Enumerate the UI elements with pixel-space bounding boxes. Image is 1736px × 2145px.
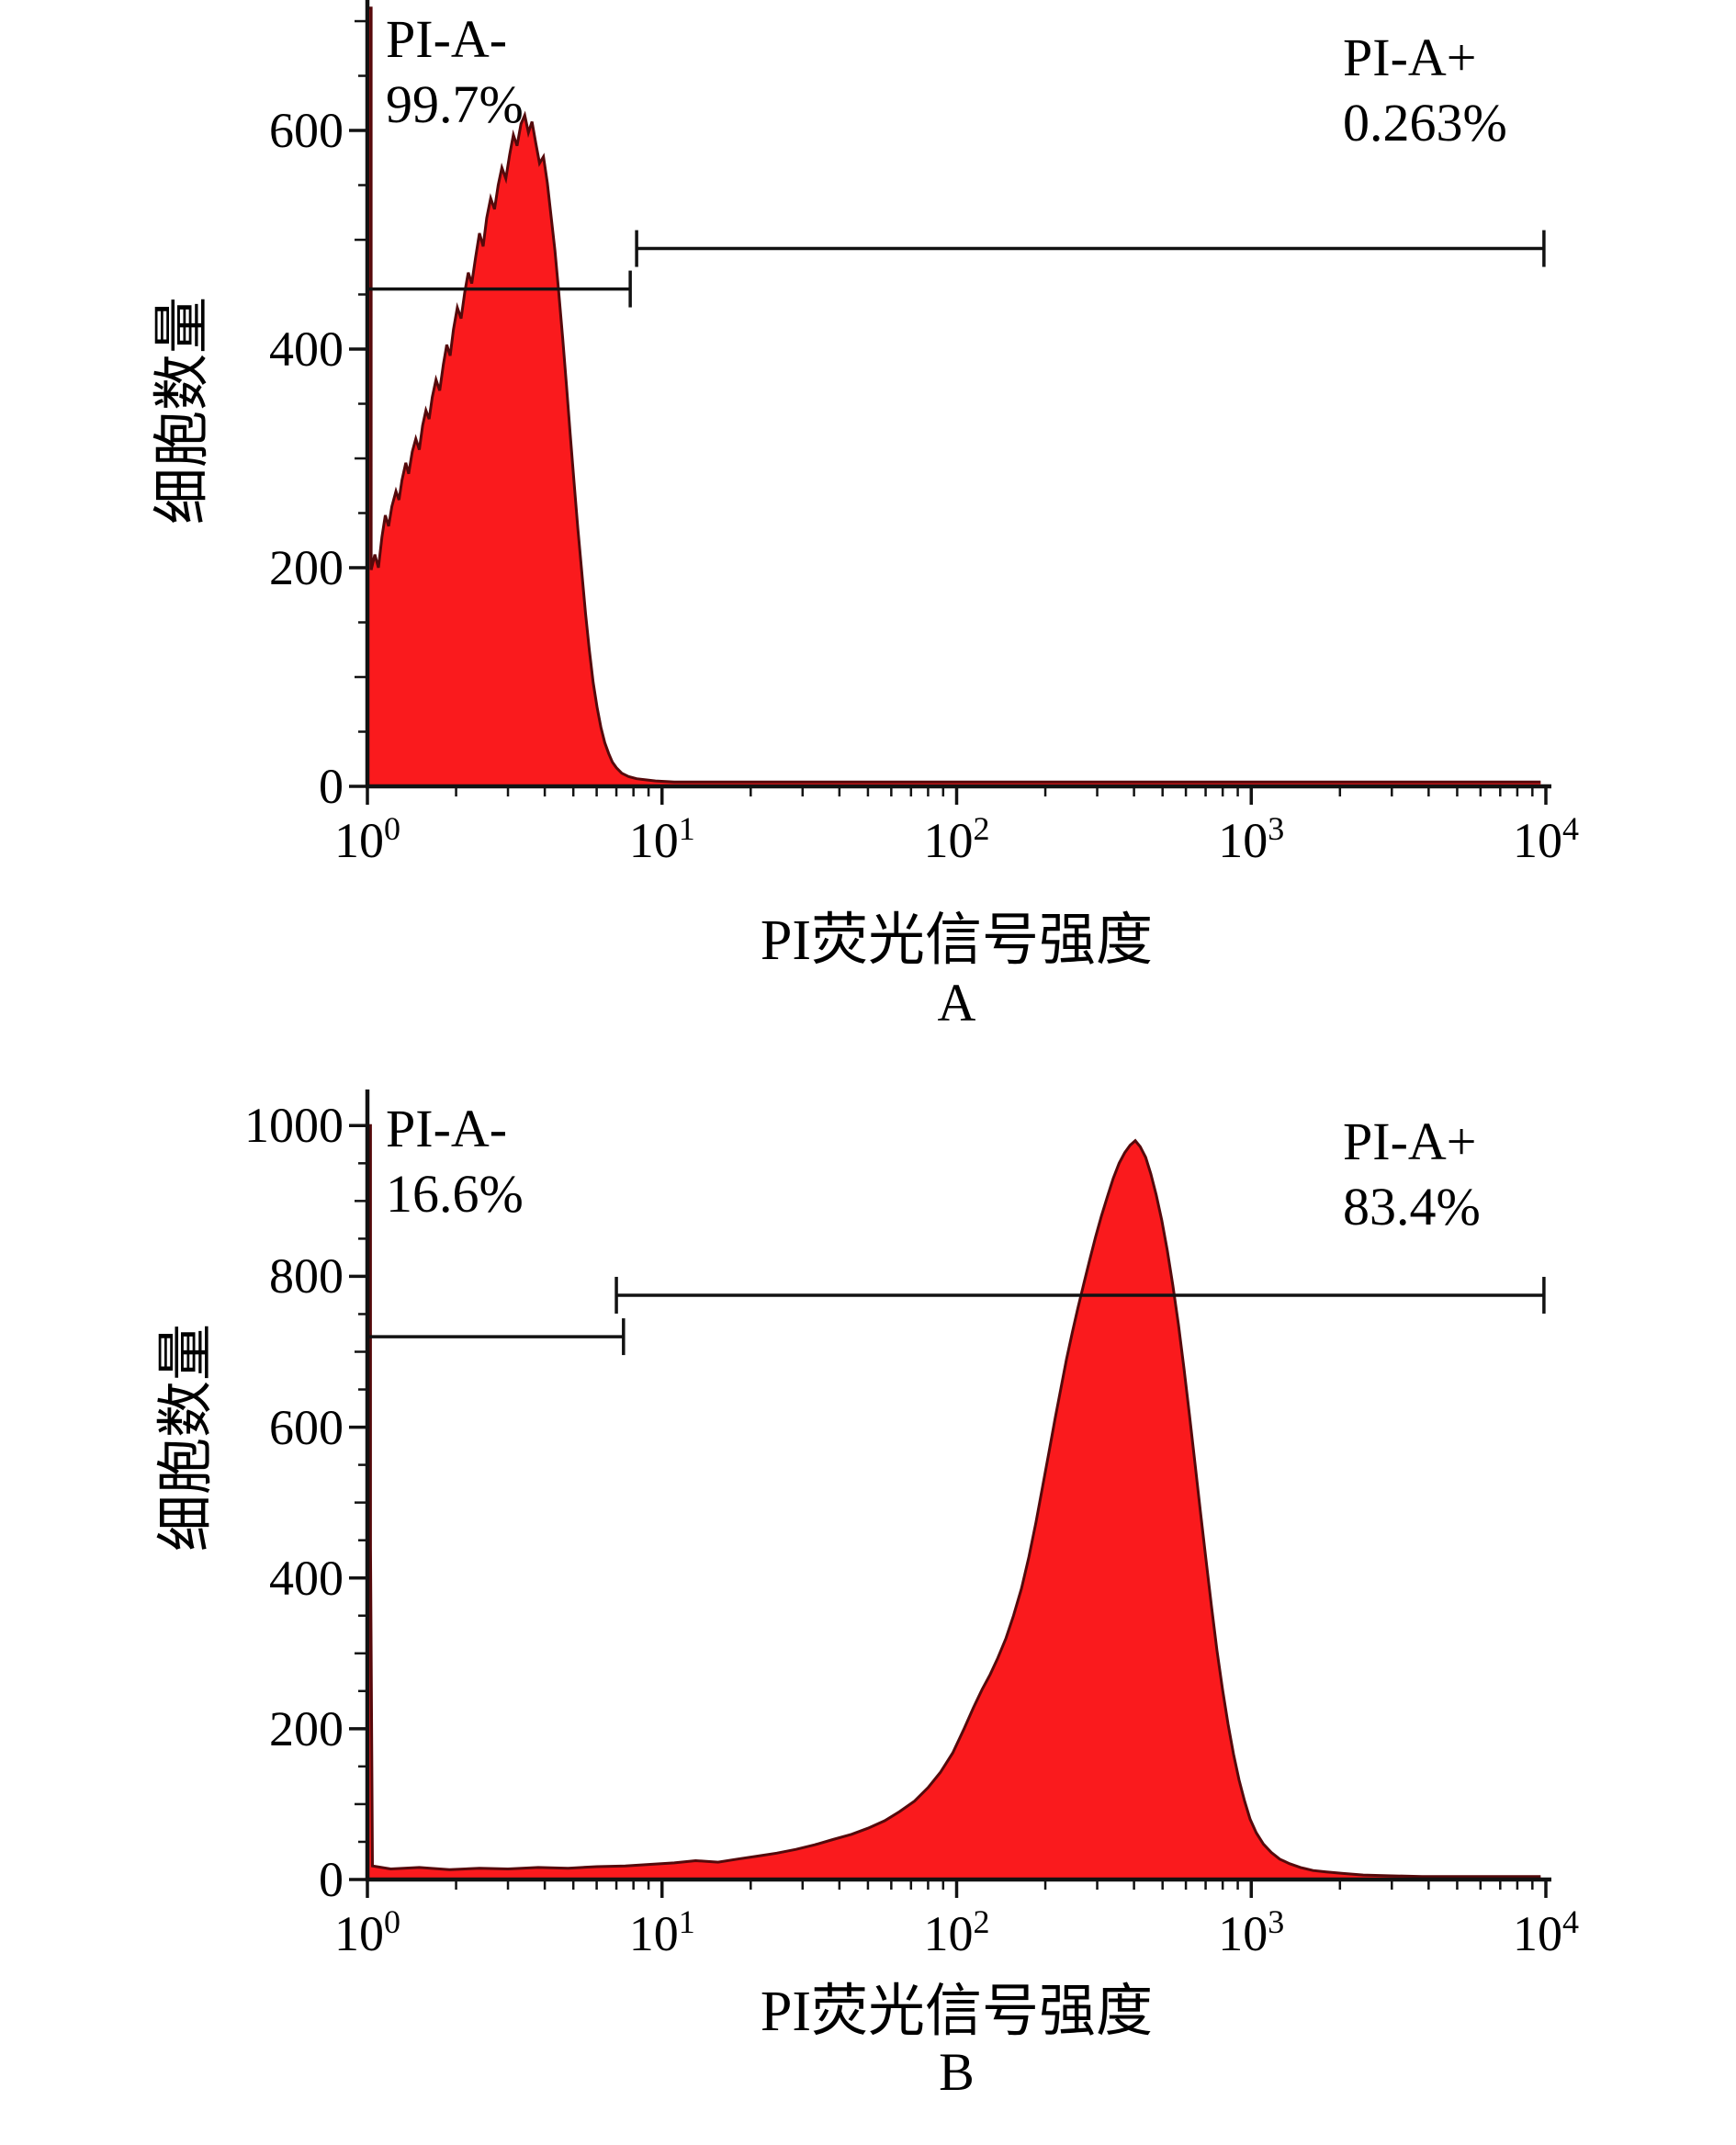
x-tick-label: 100 — [334, 810, 400, 868]
y-tick-label: 600 — [269, 1399, 344, 1455]
y-tick-label: 0 — [319, 759, 344, 814]
gate-percent: 83.4% — [1343, 1176, 1481, 1236]
gate-negative-label-A: PI-A- 99.7% — [386, 7, 524, 138]
y-axis-title-B: 细胞数量 — [155, 1323, 218, 1552]
y-tick-label: 400 — [269, 322, 344, 378]
x-tick-label: 104 — [1513, 1903, 1579, 1961]
x-tick-label: 101 — [628, 1903, 695, 1961]
x-tick-label: 102 — [923, 810, 990, 868]
gate-percent: 16.6% — [386, 1163, 524, 1224]
x-axis-title-A: PI荧光信号强度 — [760, 909, 1154, 972]
x-tick-label: 100 — [334, 1903, 400, 1961]
gate-negative-label-B: PI-A- 16.6% — [386, 1097, 524, 1227]
y-tick-label: 1000 — [244, 1098, 344, 1154]
y-tick-label: 200 — [269, 1700, 344, 1756]
gate-name: PI-A+ — [1343, 1112, 1477, 1171]
y-axis-title-A: 细胞数量 — [152, 296, 214, 525]
gate-percent: 0.263% — [1343, 92, 1507, 152]
panel-caption-B: B — [939, 2042, 975, 2102]
x-tick-label: 101 — [628, 810, 695, 868]
gate-name: PI-A- — [386, 1099, 508, 1158]
gate-percent: 99.7% — [386, 73, 524, 134]
x-tick-label: 103 — [1218, 1903, 1285, 1961]
y-tick-label: 200 — [269, 540, 344, 595]
histogram-fill-A — [367, 7, 1541, 787]
y-tick-label: 0 — [319, 1852, 344, 1907]
gate-positive-label-A: PI-A+ 0.263% — [1343, 26, 1507, 156]
panel-caption-A: A — [937, 973, 976, 1033]
gate-name: PI-A+ — [1343, 28, 1477, 87]
histogram-outline-A — [366, 6, 1541, 784]
y-tick-label: 800 — [269, 1248, 344, 1304]
x-tick-label: 103 — [1218, 810, 1285, 868]
y-tick-label: 400 — [269, 1550, 344, 1606]
x-tick-label: 104 — [1513, 810, 1579, 868]
gate-name: PI-A- — [386, 9, 508, 69]
x-tick-label: 102 — [923, 1903, 990, 1961]
histogram-outline-B — [366, 1123, 1541, 1879]
gate-positive-label-B: PI-A+ 83.4% — [1343, 1110, 1481, 1240]
y-tick-label: 600 — [269, 103, 344, 159]
x-axis-title-B: PI荧光信号强度 — [760, 1981, 1154, 2043]
